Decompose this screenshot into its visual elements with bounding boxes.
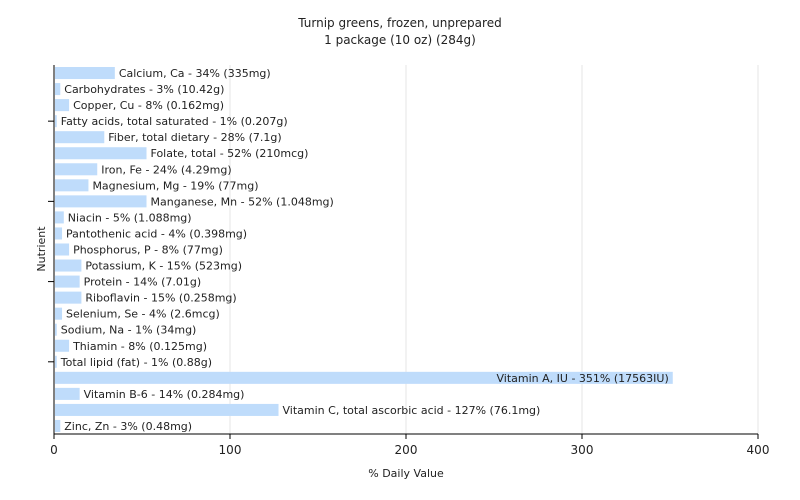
bar-4 [55,131,105,144]
bar-6 [55,163,98,176]
bar-11 [55,243,70,256]
bar-label-13: Protein - 14% (7.01g) [84,276,202,289]
bar-22 [55,419,61,432]
x-tick-label-400: 400 [747,443,770,457]
bar-label-5: Folate, total - 52% (210mcg) [151,147,309,160]
bar-7 [55,179,89,192]
bar-label-7: Magnesium, Mg - 19% (77mg) [92,179,258,192]
bar-14 [55,291,82,304]
bar-12 [55,259,82,272]
x-tick-label-100: 100 [219,443,242,457]
x-tick-label-0: 0 [50,443,58,457]
bar-13 [55,275,80,288]
bar-19 [55,371,673,384]
bar-15 [55,307,63,320]
bar-16 [55,323,57,336]
bar-20 [55,387,80,400]
bar-label-3: Fatty acids, total saturated - 1% (0.207… [61,115,288,128]
bar-label-18: Total lipid (fat) - 1% (0.88g) [60,356,212,369]
bar-0 [55,67,115,80]
bar-8 [55,195,147,208]
bar-3 [55,115,57,128]
bar-label-20: Vitamin B-6 - 14% (0.284mg) [84,388,245,401]
x-tick-label-300: 300 [571,443,594,457]
bar-10 [55,227,63,240]
bar-label-15: Selenium, Se - 4% (2.6mcg) [66,308,220,321]
x-ticks: 0 100 200 300 400 [48,120,770,457]
bar-label-8: Manganese, Mn - 52% (1.048mg) [151,195,334,208]
bar-2 [55,99,70,112]
x-tick-label-200: 200 [395,443,418,457]
bar-label-19: Vitamin A, IU - 351% (17563IU) [497,372,669,385]
bars: Calcium, Ca - 34% (335mg) Carbohydrates -… [55,67,673,433]
bar-label-12: Potassium, K - 15% (523mg) [85,260,242,273]
bar-label-10: Pantothenic acid - 4% (0.398mg) [66,227,247,240]
bar-21 [55,403,279,416]
y-axis-label: Nutrient [35,226,48,272]
bar-17 [55,339,70,352]
bar-label-9: Niacin - 5% (1.088mg) [68,211,192,224]
bar-label-6: Iron, Fe - 24% (4.29mg) [101,163,231,176]
bar-label-11: Phosphorus, P - 8% (77mg) [73,244,223,257]
bar-5 [55,147,147,160]
bar-1 [55,83,61,96]
bar-label-14: Riboflavin - 15% (0.258mg) [85,292,236,305]
bar-label-16: Sodium, Na - 1% (34mg) [61,324,197,337]
bar-label-4: Fiber, total dietary - 28% (7.1g) [108,131,281,144]
bar-label-22: Zinc, Zn - 3% (0.48mg) [64,420,192,433]
chart-title: Turnip greens, frozen, unprepared [297,16,501,30]
bar-label-21: Vitamin C, total ascorbic acid - 127% (7… [283,404,541,417]
bar-label-0: Calcium, Ca - 34% (335mg) [119,67,271,80]
bar-label-2: Copper, Cu - 8% (0.162mg) [73,99,224,112]
x-axis-label: % Daily Value [368,467,444,480]
bar-18 [55,355,57,368]
chart-subtitle: 1 package (10 oz) (284g) [324,33,476,47]
bar-label-1: Carbohydrates - 3% (10.42g) [64,83,224,96]
bar-label-17: Thiamin - 8% (0.125mg) [72,340,207,353]
bar-9 [55,211,64,224]
